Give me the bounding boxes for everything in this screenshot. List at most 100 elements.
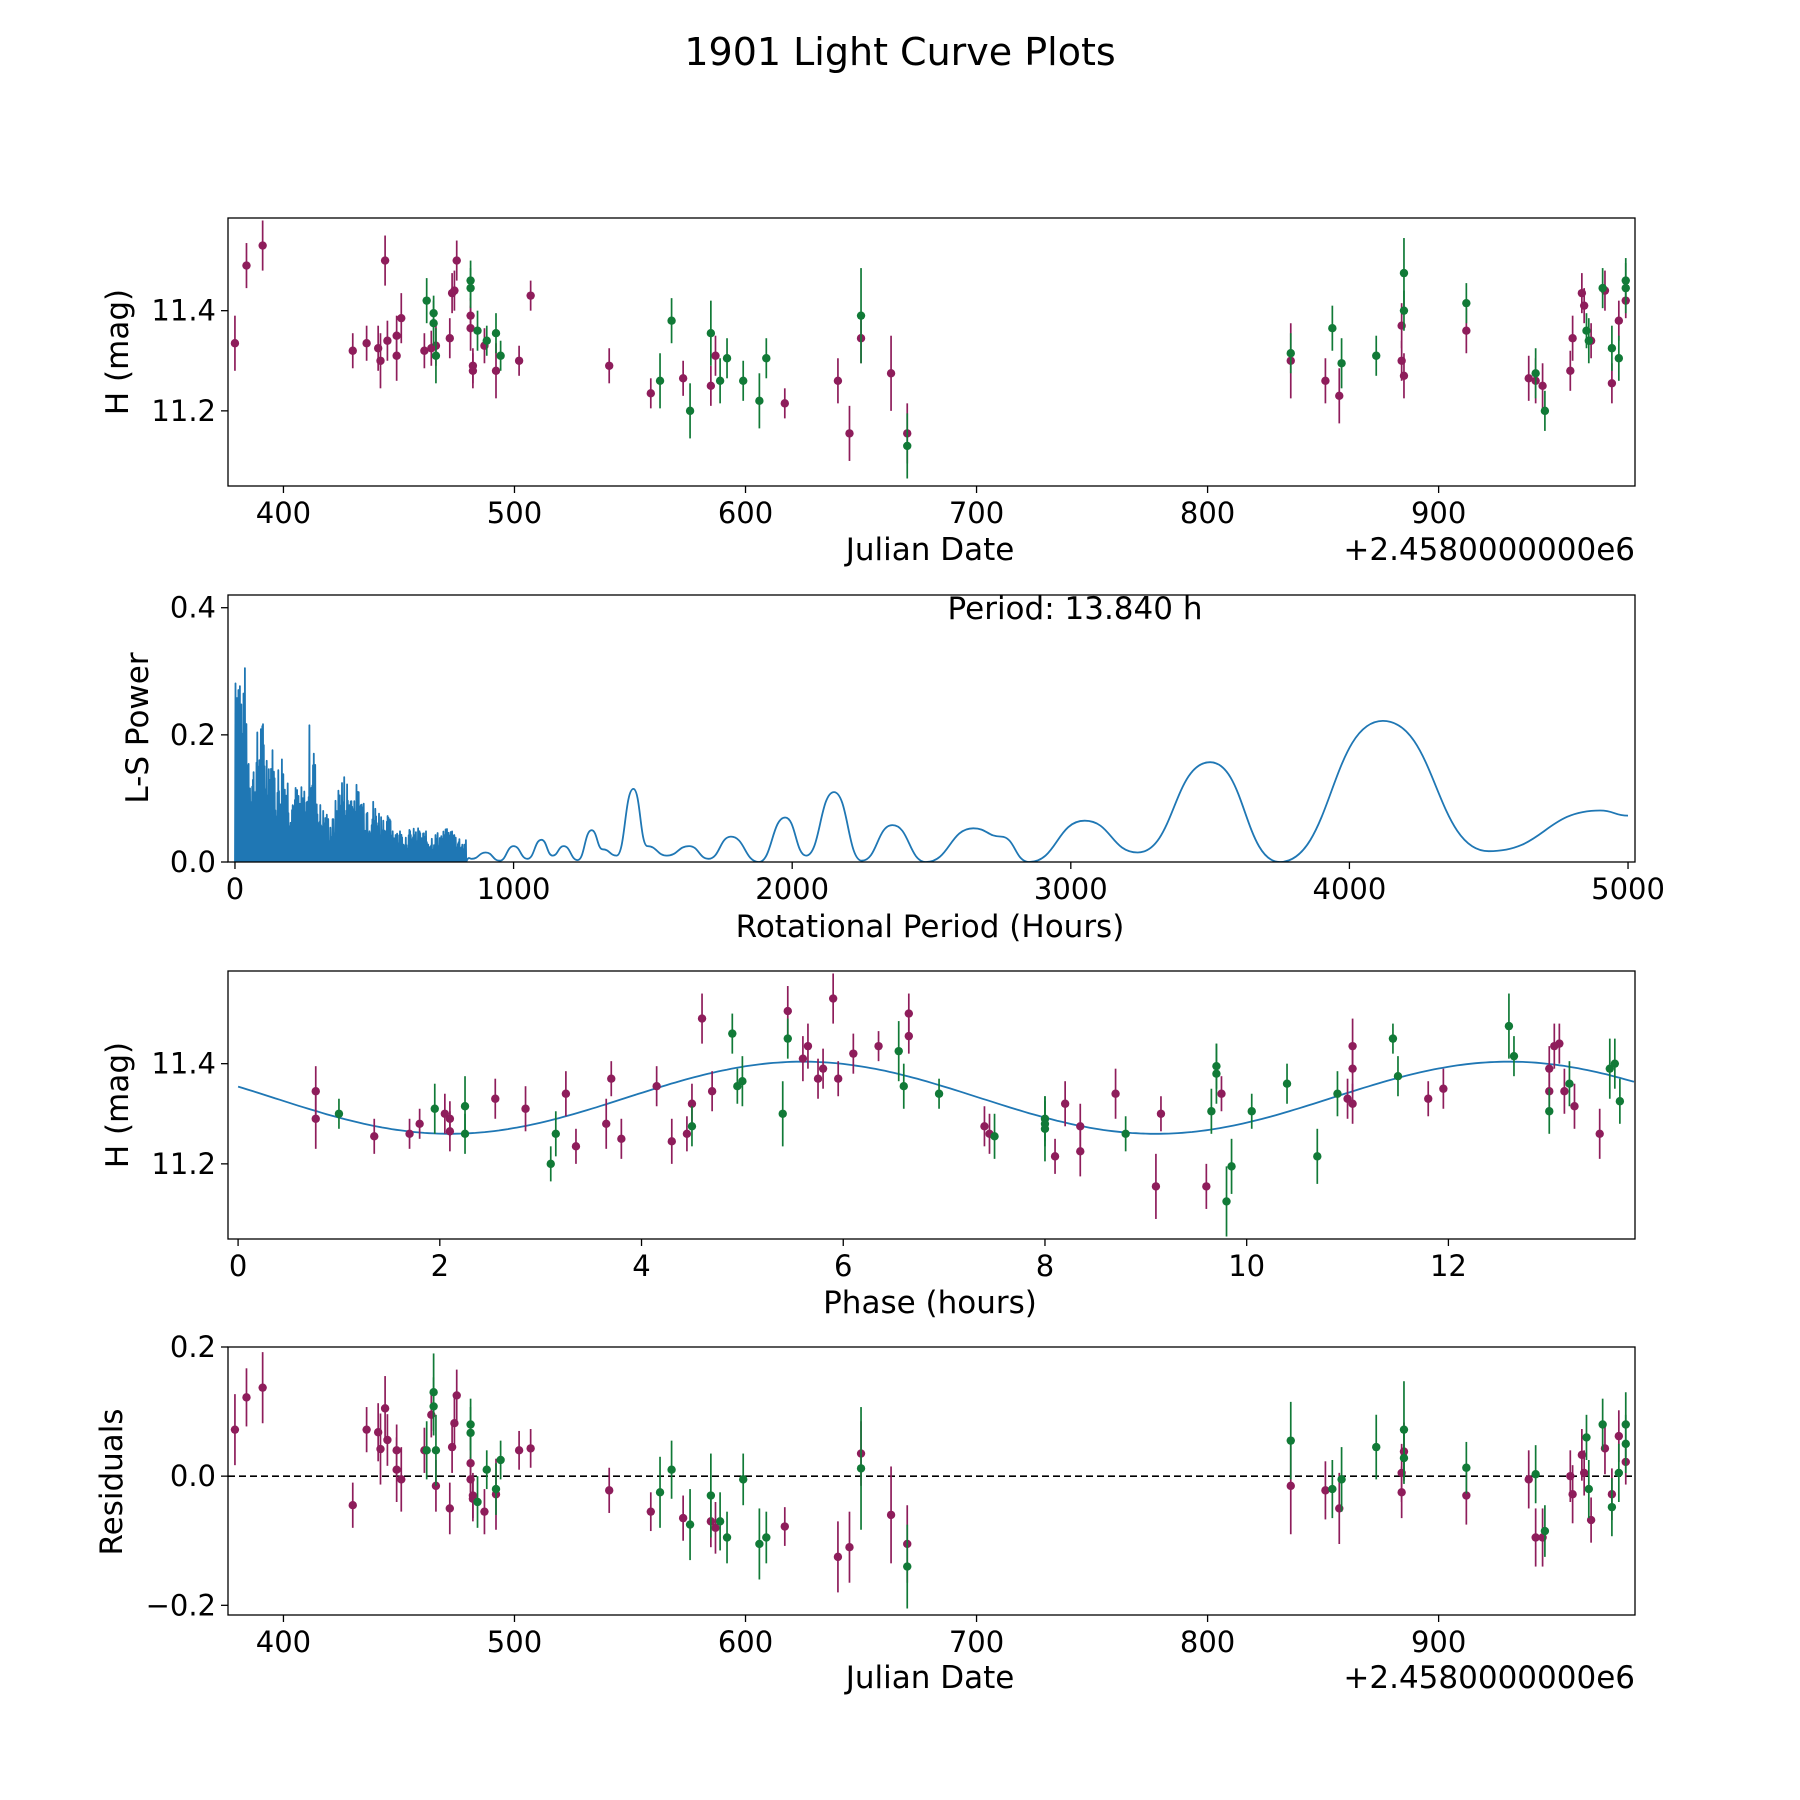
point-marker	[482, 1465, 491, 1474]
x-tick-label: 4000	[1313, 872, 1387, 906]
data-point	[607, 1061, 616, 1097]
point-marker	[1333, 1089, 1342, 1098]
data-point	[899, 1063, 908, 1109]
point-marker	[739, 1475, 748, 1484]
point-marker	[422, 1446, 431, 1455]
data-point	[678, 360, 688, 396]
data-point	[334, 1098, 344, 1129]
data-point	[452, 240, 461, 281]
data-point	[230, 1394, 240, 1466]
point-marker	[739, 376, 748, 386]
point-marker	[697, 1014, 707, 1023]
point-marker	[466, 324, 475, 333]
data-point	[1462, 1441, 1471, 1494]
data-point	[685, 383, 695, 439]
phase-fold-panel: Phase (hours) H (mag) 0 2 4 6 8 10 12 11.2 11.4	[100, 970, 1636, 1321]
point-marker	[813, 1074, 823, 1083]
data-point	[646, 378, 655, 409]
point-marker	[1282, 1079, 1292, 1088]
point-marker	[473, 1497, 482, 1507]
point-marker	[452, 1391, 461, 1400]
data-point	[1560, 1068, 1569, 1114]
point-marker	[605, 1486, 614, 1495]
point-marker	[980, 1122, 989, 1131]
point-marker	[706, 1491, 716, 1500]
point-marker	[1156, 1109, 1166, 1118]
point-marker	[571, 1142, 581, 1151]
point-marker	[845, 1542, 854, 1552]
y-tick-label: 0.0	[170, 845, 216, 879]
point-marker	[1348, 1041, 1357, 1051]
data-point	[422, 278, 431, 324]
point-marker	[722, 1533, 732, 1542]
data-point	[1156, 1096, 1166, 1132]
x-tick-label: 0	[229, 1249, 247, 1283]
point-marker	[242, 1393, 251, 1402]
y-tick-label: 0.4	[170, 591, 216, 625]
point-marker	[1399, 1425, 1409, 1434]
x-tick-label: 2	[431, 1249, 449, 1283]
data-point	[496, 340, 505, 371]
data-point	[1540, 1505, 1550, 1557]
point-marker	[1321, 376, 1330, 386]
data-point	[738, 1056, 747, 1107]
data-point	[1393, 1056, 1403, 1097]
filter-b-series	[422, 238, 1630, 479]
point-marker	[1614, 354, 1624, 363]
point-marker	[468, 361, 478, 370]
data-point	[1538, 363, 1547, 409]
data-point	[376, 333, 385, 389]
data-point	[780, 388, 789, 419]
data-point	[1337, 338, 1346, 389]
point-marker	[602, 1119, 611, 1128]
data-point	[362, 1407, 371, 1453]
data-point	[1540, 390, 1550, 431]
point-marker	[1321, 1486, 1330, 1495]
period-annotation: Period: 13.840 h	[948, 591, 1203, 627]
light-curve-xlabel: Julian Date	[844, 532, 1015, 568]
point-marker	[1399, 371, 1409, 380]
data-point	[707, 1071, 717, 1112]
point-marker	[706, 329, 716, 338]
point-marker	[258, 241, 267, 250]
data-point	[755, 373, 764, 429]
point-marker	[561, 1089, 571, 1098]
data-point	[803, 1023, 813, 1069]
data-point	[1282, 1063, 1292, 1104]
data-point	[422, 1421, 431, 1480]
data-point	[1286, 1401, 1295, 1480]
data-point	[370, 1118, 379, 1154]
point-marker	[874, 1041, 883, 1051]
point-marker	[646, 1507, 655, 1516]
data-point	[1151, 1153, 1161, 1219]
point-marker	[1217, 1089, 1226, 1098]
data-point	[874, 1031, 883, 1062]
periodogram-line	[234, 667, 1629, 862]
point-marker	[431, 1481, 441, 1491]
point-marker	[899, 1082, 908, 1091]
point-marker	[687, 1099, 697, 1108]
data-point	[1333, 1071, 1342, 1117]
point-marker	[445, 1114, 455, 1123]
point-marker	[1579, 1468, 1589, 1478]
point-marker	[1227, 1162, 1236, 1171]
point-marker	[1399, 268, 1409, 278]
data-point	[452, 1369, 461, 1422]
point-marker	[780, 1522, 789, 1531]
point-marker	[667, 316, 676, 325]
point-marker	[1313, 1152, 1322, 1161]
data-point	[1579, 1450, 1589, 1496]
point-marker	[904, 1009, 914, 1018]
point-marker	[783, 1034, 792, 1043]
point-marker	[738, 1077, 747, 1086]
data-point	[460, 1076, 470, 1137]
data-point	[1614, 1443, 1624, 1502]
data-point	[362, 325, 371, 361]
data-point	[1399, 353, 1409, 399]
point-marker	[429, 318, 438, 328]
data-point	[311, 1088, 320, 1149]
point-marker	[460, 1102, 470, 1111]
periodogram-axes-frame	[227, 594, 1636, 863]
data-point	[397, 1447, 406, 1512]
point-marker	[762, 354, 771, 363]
